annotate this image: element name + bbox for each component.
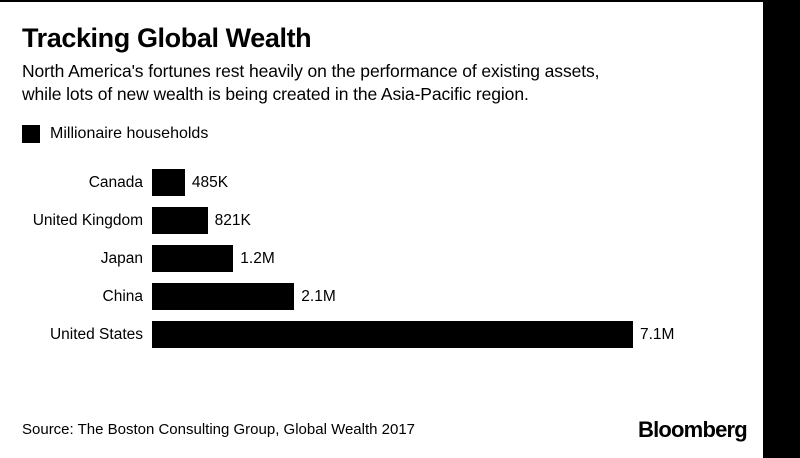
chart-footer: Source: The Boston Consulting Group, Glo… bbox=[22, 417, 762, 446]
bar-category-label: United States bbox=[49, 325, 143, 343]
bar-row: Japan 1.2M bbox=[0, 239, 763, 277]
bar-row: United Kingdom 821K bbox=[0, 201, 763, 239]
page-title: Tracking Global Wealth bbox=[22, 23, 312, 53]
chart-subtitle: North America's fortunes rest heavily on… bbox=[22, 60, 737, 106]
bar-value-label: 7.1M bbox=[640, 325, 675, 343]
bar-track: 2.1M bbox=[152, 282, 763, 310]
chart-legend: Millionaire households bbox=[22, 125, 208, 143]
bar-category-label: United Kingdom bbox=[32, 211, 143, 229]
bar-chart-plot-area: Canada 485K United Kingdom 821K Japan 1.2M Chi… bbox=[0, 163, 763, 348]
right-black-band bbox=[763, 0, 800, 458]
bar-row: United States 7.1M bbox=[0, 315, 763, 353]
top-rule bbox=[0, 0, 763, 2]
filled-square-icon bbox=[22, 125, 40, 143]
bar-value-label: 821K bbox=[214, 211, 251, 229]
chart-subtitle-line-1: North America's fortunes rest heavily on… bbox=[22, 61, 600, 81]
chart-header: Tracking Global Wealth North America's f… bbox=[22, 22, 742, 106]
bar-fill bbox=[152, 206, 208, 234]
bar-category-label: Japan bbox=[100, 249, 143, 267]
bar-track: 1.2M bbox=[152, 244, 763, 272]
bar-track: 821K bbox=[152, 206, 763, 234]
bar-value-label: 1.2M bbox=[240, 249, 275, 267]
bar-fill bbox=[152, 320, 633, 348]
bar-value-label: 2.1M bbox=[301, 287, 336, 305]
bar-row: Canada 485K bbox=[0, 163, 763, 201]
bar-row: China 2.1M bbox=[0, 277, 763, 315]
bar-value-label: 485K bbox=[191, 173, 229, 191]
chart-subtitle-line-2: while lots of new wealth is being create… bbox=[22, 84, 529, 104]
bar-category-label: China bbox=[102, 287, 144, 305]
legend-item-label: Millionaire households bbox=[50, 125, 209, 142]
source-note: Source: The Boston Consulting Group, Glo… bbox=[22, 421, 416, 438]
bloomberg-logo: Bloomberg bbox=[638, 417, 748, 442]
bar-track: 7.1M bbox=[152, 320, 763, 348]
bar-fill bbox=[152, 244, 234, 272]
bar-category-label: Canada bbox=[88, 173, 143, 191]
bar-fill bbox=[152, 168, 185, 196]
bar-track: 485K bbox=[152, 168, 763, 196]
bar-fill bbox=[152, 282, 295, 310]
